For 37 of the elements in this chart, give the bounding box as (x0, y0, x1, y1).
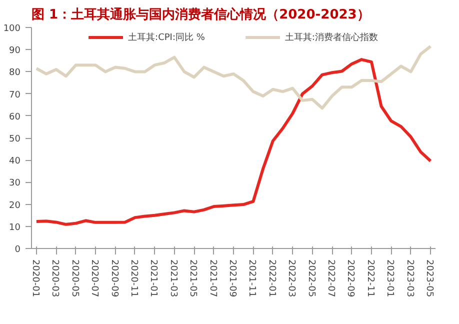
y-tick-label: 0 (14, 245, 21, 255)
legend-label: 土耳其:CPI:同比 % (128, 32, 205, 44)
x-tick-label: 2022-03 (286, 260, 296, 298)
line-series (34, 44, 432, 110)
y-tick-label: 90 (9, 46, 21, 56)
x-tick-label: 2023-01 (384, 260, 395, 298)
x-tick-label: 2022-11 (364, 260, 375, 298)
x-tick-label: 2022-05 (306, 260, 316, 298)
x-tick-label: 2021-11 (246, 260, 257, 298)
x-tick-label: 2020-05 (69, 260, 80, 298)
y-tick-label: 80 (9, 68, 21, 78)
y-tick-label: 50 (9, 134, 21, 144)
y-tick-label: 20 (9, 200, 21, 211)
x-tick-label: 2021-09 (227, 260, 237, 298)
x-tick-label: 2022-07 (326, 260, 336, 298)
x-tick-label: 2020-07 (89, 260, 100, 298)
y-tick-label: 100 (3, 24, 21, 34)
y-tick-label: 70 (9, 90, 21, 100)
x-tick-label: 2021-03 (168, 260, 178, 298)
y-tick-label: 10 (9, 222, 21, 233)
y-tick-label: 30 (9, 178, 21, 189)
x-tick-label: 2022-09 (345, 260, 356, 298)
x-tick-label: 2022-01 (266, 260, 276, 298)
x-tick-label: 2023-05 (424, 260, 434, 298)
x-tick-label: 2020-03 (50, 260, 60, 298)
x-tick-label: 2023-03 (404, 260, 414, 298)
y-tick-label: 40 (9, 156, 21, 167)
x-tick-label: 2020-09 (108, 260, 119, 298)
legend-label: 土耳其:消费者信心指数 (284, 32, 378, 44)
x-tick-label: 2020-01 (30, 260, 40, 298)
x-tick-label: 2020-11 (128, 260, 138, 298)
line-series (34, 58, 432, 226)
y-tick-label: 60 (9, 112, 21, 122)
x-tick-label: 2021-05 (188, 260, 198, 298)
chart-title: 图 1：土耳其通胀与国内消费者信心情况（2020-2023） (32, 6, 370, 22)
x-tick-label: 2021-01 (148, 260, 158, 298)
x-tick-label: 2021-07 (207, 260, 218, 298)
